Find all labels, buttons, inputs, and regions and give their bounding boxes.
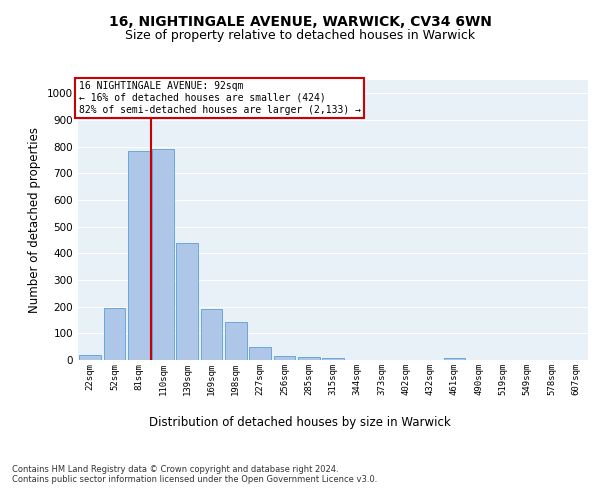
Text: 16 NIGHTINGALE AVENUE: 92sqm
← 16% of detached houses are smaller (424)
82% of s: 16 NIGHTINGALE AVENUE: 92sqm ← 16% of de…	[79, 82, 361, 114]
Bar	[443, 358, 466, 360]
Bar	[200, 310, 223, 360]
Bar	[176, 243, 198, 360]
Text: Distribution of detached houses by size in Warwick: Distribution of detached houses by size …	[149, 416, 451, 429]
Bar	[322, 358, 344, 360]
Text: Contains HM Land Registry data © Crown copyright and database right 2024.
Contai: Contains HM Land Registry data © Crown c…	[12, 465, 377, 484]
Text: 16, NIGHTINGALE AVENUE, WARWICK, CV34 6WN: 16, NIGHTINGALE AVENUE, WARWICK, CV34 6W…	[109, 16, 491, 30]
Bar	[249, 347, 271, 360]
Bar	[128, 151, 149, 360]
Bar	[274, 356, 295, 360]
Bar	[298, 357, 320, 360]
Bar	[225, 322, 247, 360]
Bar	[104, 308, 125, 360]
Bar	[152, 150, 174, 360]
Y-axis label: Number of detached properties: Number of detached properties	[28, 127, 41, 313]
Bar	[79, 355, 101, 360]
Text: Size of property relative to detached houses in Warwick: Size of property relative to detached ho…	[125, 30, 475, 43]
